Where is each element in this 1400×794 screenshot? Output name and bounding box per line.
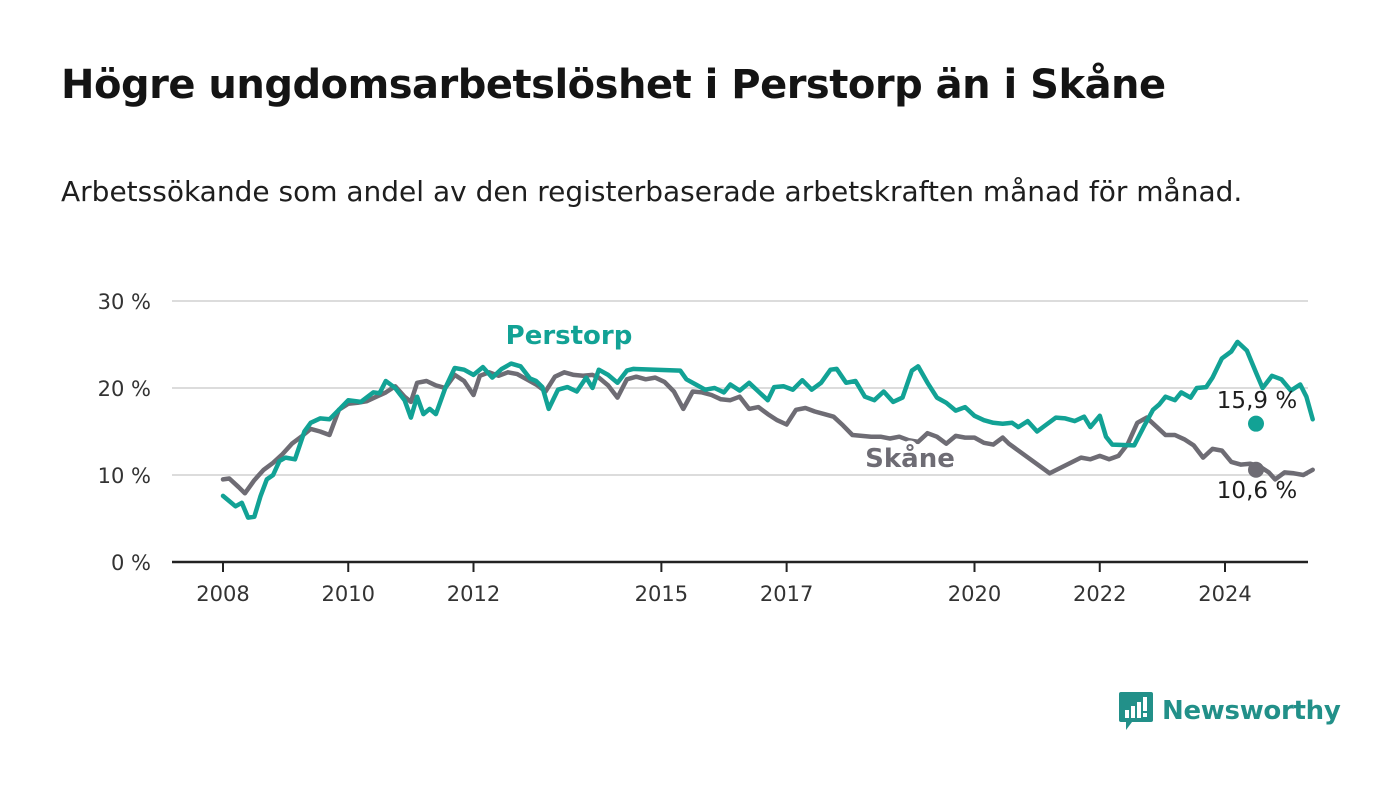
series-label-skane: Skåne bbox=[865, 442, 955, 474]
x-tick-label: 2024 bbox=[1198, 582, 1251, 606]
brand-name: Newsworthy bbox=[1162, 696, 1341, 726]
x-tick-label: 2012 bbox=[447, 582, 500, 606]
x-tick-label: 2017 bbox=[760, 582, 813, 606]
series-label-skane-halo: Skåne bbox=[865, 442, 955, 474]
y-tick-label: 0 % bbox=[111, 551, 151, 575]
x-tick-label: 2008 bbox=[196, 582, 249, 606]
y-tick-label: 10 % bbox=[98, 464, 151, 488]
end-point-skane bbox=[1248, 461, 1264, 478]
x-tick-label: 2022 bbox=[1073, 582, 1126, 606]
end-point-perstorp bbox=[1248, 415, 1264, 432]
end-label-perstorp: 15,9 % bbox=[1217, 388, 1297, 414]
x-tick-label: 2015 bbox=[635, 582, 688, 606]
series-label-perstorp-halo: Perstorp bbox=[506, 321, 633, 351]
newsworthy-logo-icon bbox=[1119, 692, 1153, 730]
series-label-perstorp: Perstorp bbox=[506, 321, 633, 351]
brand-logo: Newsworthy bbox=[1118, 690, 1341, 732]
series-lines bbox=[220, 339, 1315, 520]
axes: 0 % 10 % 20 % 30 % 2008 2010 2012 2015 2017 2020 2… bbox=[98, 290, 1308, 606]
end-label-skane: 10,6 % bbox=[1217, 478, 1297, 504]
chart-subtitle: Arbetssökande som andel av den registerb… bbox=[61, 175, 1243, 208]
chart-title: Högre ungdomsarbetslöshet i Perstorp än … bbox=[61, 62, 1166, 108]
y-tick-label: 30 % bbox=[98, 290, 151, 314]
y-tick-label: 20 % bbox=[98, 377, 151, 401]
x-tick-label: 2010 bbox=[322, 582, 375, 606]
x-tick-label: 2020 bbox=[948, 582, 1001, 606]
series-line-perstorp bbox=[220, 339, 1315, 520]
